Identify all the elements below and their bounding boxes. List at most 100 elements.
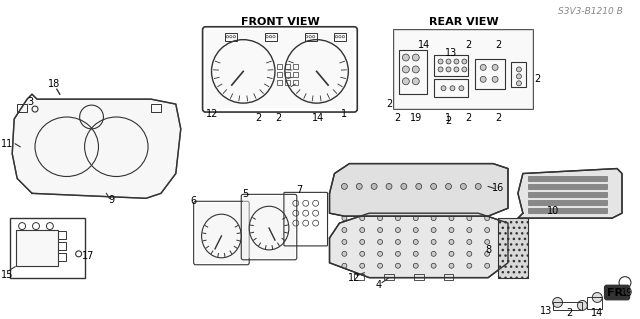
Text: 19: 19	[621, 287, 633, 298]
Bar	[293, 64, 298, 70]
Bar	[588, 298, 602, 309]
Circle shape	[413, 240, 419, 244]
Bar	[58, 253, 66, 261]
Circle shape	[378, 216, 383, 221]
Polygon shape	[196, 203, 247, 263]
Text: 5: 5	[242, 189, 248, 199]
Text: 3: 3	[27, 97, 33, 107]
Circle shape	[449, 216, 454, 221]
Bar	[528, 176, 607, 182]
Bar	[528, 184, 607, 189]
Circle shape	[396, 216, 401, 221]
Circle shape	[378, 263, 383, 268]
Bar	[511, 63, 526, 87]
Text: 2: 2	[394, 113, 400, 123]
Circle shape	[396, 251, 401, 256]
Text: 2: 2	[275, 113, 281, 123]
Circle shape	[431, 240, 436, 244]
Circle shape	[378, 251, 383, 256]
Circle shape	[431, 216, 436, 221]
Text: 10: 10	[547, 206, 559, 216]
Circle shape	[431, 251, 436, 256]
Circle shape	[592, 293, 602, 302]
Circle shape	[412, 54, 419, 61]
Circle shape	[454, 67, 459, 72]
Circle shape	[454, 59, 459, 64]
Circle shape	[484, 251, 490, 256]
Circle shape	[342, 227, 347, 233]
Bar	[277, 72, 282, 77]
Polygon shape	[518, 168, 622, 218]
Text: 9: 9	[108, 195, 115, 205]
Circle shape	[413, 263, 419, 268]
Circle shape	[459, 86, 464, 91]
Bar	[528, 192, 607, 197]
Circle shape	[403, 66, 410, 73]
Text: 16: 16	[492, 183, 504, 193]
Text: 2: 2	[534, 74, 541, 84]
Text: 19: 19	[410, 113, 422, 123]
Circle shape	[467, 251, 472, 256]
Circle shape	[378, 240, 383, 244]
Circle shape	[446, 59, 451, 64]
Circle shape	[516, 74, 522, 79]
Circle shape	[360, 263, 365, 268]
Circle shape	[413, 251, 419, 256]
Circle shape	[460, 183, 467, 189]
Circle shape	[449, 263, 454, 268]
Polygon shape	[330, 213, 508, 278]
Circle shape	[480, 64, 486, 70]
Bar	[293, 80, 298, 85]
Bar	[498, 218, 528, 278]
Text: 14: 14	[417, 40, 430, 50]
Text: 4: 4	[376, 279, 382, 290]
Circle shape	[446, 67, 451, 72]
Bar	[552, 302, 582, 310]
Text: 14: 14	[591, 308, 604, 318]
Circle shape	[356, 183, 362, 189]
Circle shape	[342, 240, 347, 244]
Text: 2: 2	[445, 116, 452, 126]
Circle shape	[386, 183, 392, 189]
Circle shape	[467, 240, 472, 244]
Circle shape	[396, 263, 401, 268]
Bar	[394, 30, 532, 109]
Circle shape	[484, 216, 490, 221]
Bar	[225, 33, 237, 41]
Bar	[10, 218, 84, 278]
Bar	[335, 33, 346, 41]
Bar	[476, 60, 505, 89]
Text: 15: 15	[1, 270, 13, 280]
Circle shape	[413, 216, 419, 221]
Bar	[434, 55, 468, 76]
Circle shape	[341, 183, 348, 189]
Bar	[58, 231, 66, 239]
Circle shape	[396, 240, 401, 244]
Polygon shape	[330, 164, 508, 216]
Polygon shape	[12, 94, 180, 198]
Polygon shape	[205, 30, 355, 109]
Bar	[384, 274, 394, 280]
Bar	[277, 64, 282, 70]
Text: 2: 2	[255, 113, 261, 123]
Text: 17: 17	[83, 251, 95, 261]
Text: 8: 8	[485, 245, 492, 255]
Text: 2: 2	[386, 99, 392, 109]
Bar	[58, 242, 66, 250]
Circle shape	[403, 54, 410, 61]
Text: 7: 7	[296, 185, 303, 195]
Text: FRONT VIEW: FRONT VIEW	[241, 17, 319, 27]
Circle shape	[342, 263, 347, 268]
Circle shape	[462, 67, 467, 72]
Circle shape	[403, 78, 410, 85]
Text: 18: 18	[48, 79, 60, 89]
Text: 14: 14	[312, 113, 324, 123]
Bar	[414, 274, 424, 280]
Text: 12: 12	[206, 109, 219, 119]
Circle shape	[450, 86, 455, 91]
Circle shape	[492, 76, 498, 82]
Bar	[434, 79, 468, 97]
Circle shape	[431, 183, 436, 189]
Text: 11: 11	[1, 139, 13, 149]
Bar	[265, 33, 277, 41]
